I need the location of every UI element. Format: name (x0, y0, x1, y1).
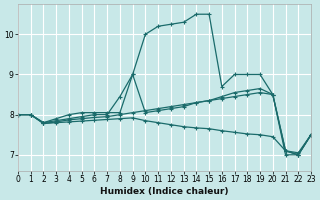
X-axis label: Humidex (Indice chaleur): Humidex (Indice chaleur) (100, 187, 229, 196)
